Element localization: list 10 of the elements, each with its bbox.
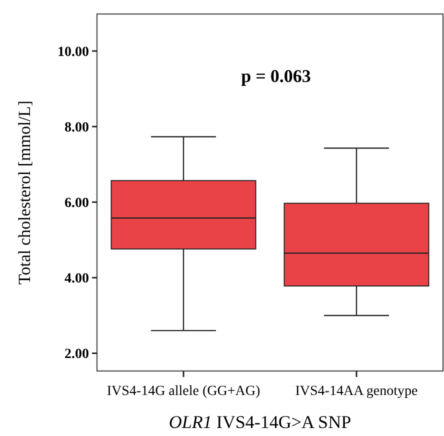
- y-axis-title: Total cholesterol [mmol/L]: [15, 100, 34, 284]
- y-tick-label: 6.00: [64, 196, 89, 212]
- y-tick-label: 4.00: [64, 272, 89, 287]
- x-axis-title: OLR1 IVS4-14G>A SNP: [168, 412, 352, 432]
- x-tick-label: IVS4-14G allele (GG+AG): [106, 384, 260, 399]
- y-tick-label: 10.00: [58, 44, 89, 60]
- x-tick-label: IVS4-14AA genotype: [295, 384, 418, 399]
- y-tick-label: 2.00: [64, 347, 89, 362]
- y-tick-label: 8.00: [64, 120, 89, 136]
- annotation: p = 0.063: [241, 66, 311, 86]
